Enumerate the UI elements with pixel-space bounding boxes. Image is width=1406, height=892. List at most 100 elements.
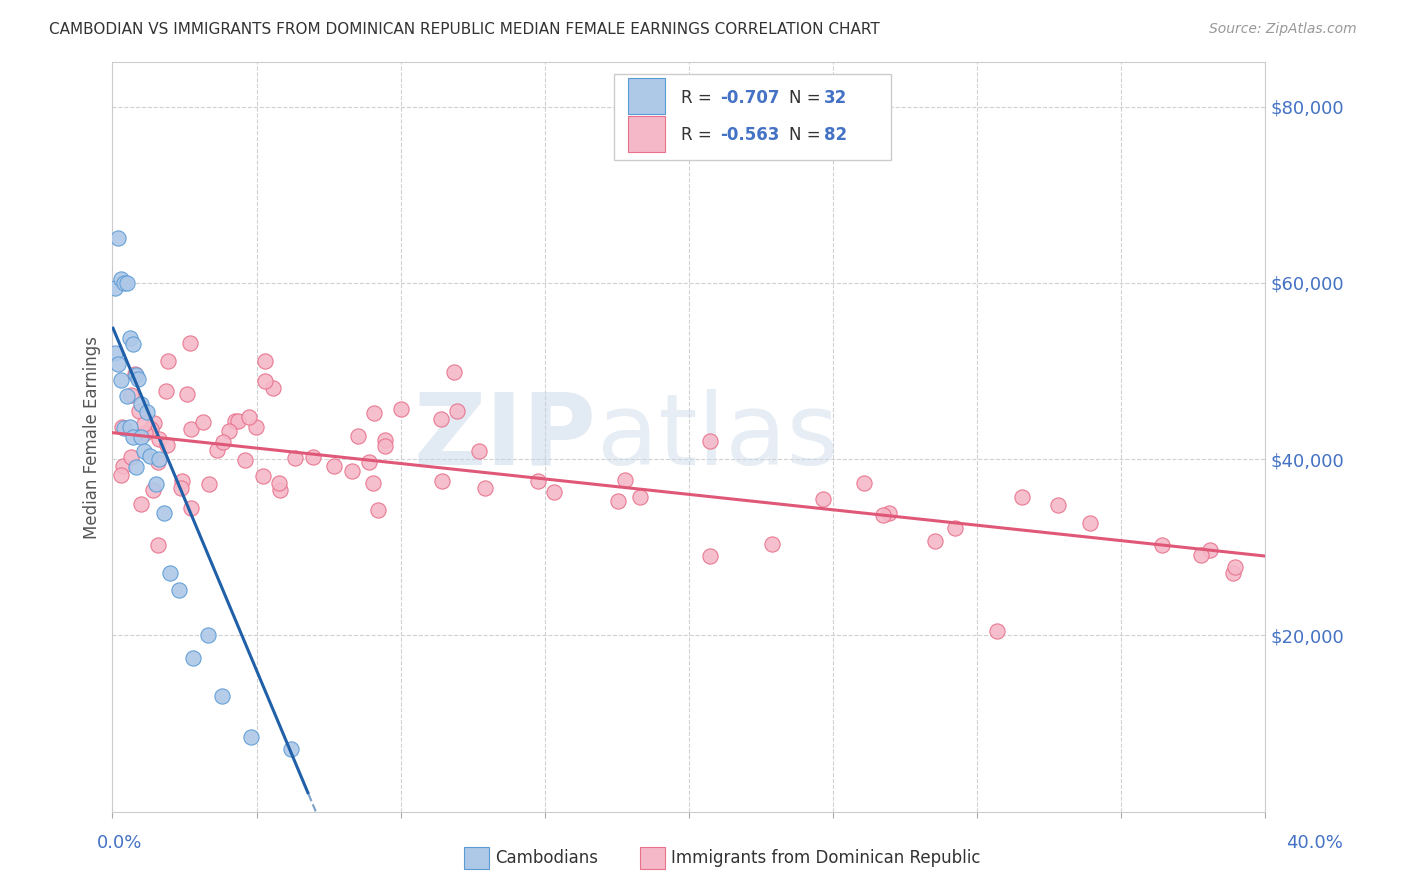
Point: [132, 417, 155, 432]
Point: [134, 425, 156, 440]
Point: [389, 402, 412, 417]
Point: [167, 582, 190, 597]
Point: [474, 481, 496, 495]
Point: [118, 331, 141, 345]
Point: [1199, 543, 1222, 558]
Point: [430, 474, 453, 488]
Point: [129, 430, 153, 444]
Point: [121, 337, 143, 351]
Text: Immigrants from Dominican Republic: Immigrants from Dominican Republic: [671, 849, 980, 867]
Point: [142, 483, 165, 497]
Point: [104, 281, 127, 295]
Text: R =: R =: [681, 126, 717, 145]
Point: [323, 458, 346, 473]
Point: [269, 476, 291, 491]
Point: [811, 491, 834, 506]
Point: [107, 231, 129, 245]
Point: [112, 276, 135, 290]
Point: [233, 452, 256, 467]
Point: [180, 500, 202, 515]
Point: [193, 415, 215, 429]
Point: [110, 373, 132, 387]
Point: [1011, 490, 1033, 504]
Point: [176, 386, 198, 401]
Text: CAMBODIAN VS IMMIGRANTS FROM DOMINICAN REPUBLIC MEDIAN FEMALE EARNINGS CORRELATI: CAMBODIAN VS IMMIGRANTS FROM DOMINICAN R…: [49, 22, 880, 37]
Point: [1222, 566, 1244, 580]
Point: [363, 406, 385, 420]
Point: [112, 459, 135, 474]
Point: [139, 450, 162, 464]
Point: [254, 375, 277, 389]
Point: [761, 537, 783, 551]
Text: N =: N =: [789, 126, 827, 145]
Point: [543, 485, 565, 500]
Point: [205, 443, 228, 458]
Point: [630, 490, 652, 504]
FancyBboxPatch shape: [628, 116, 665, 152]
Point: [136, 405, 159, 419]
Point: [146, 455, 169, 469]
Point: [430, 412, 453, 426]
Text: atlas: atlas: [596, 389, 838, 485]
Point: [269, 483, 291, 497]
Point: [872, 508, 894, 523]
Point: [139, 422, 162, 436]
Point: [1223, 560, 1246, 574]
Point: [252, 469, 274, 483]
Point: [340, 464, 363, 478]
Point: [124, 367, 146, 381]
Point: [613, 473, 636, 487]
Point: [134, 443, 156, 458]
Point: [110, 272, 132, 286]
Point: [115, 276, 138, 290]
Point: [446, 404, 468, 418]
Point: [148, 451, 170, 466]
Point: [121, 430, 143, 444]
Point: [280, 741, 302, 756]
Point: [526, 475, 548, 489]
Point: [262, 381, 284, 395]
Point: [118, 420, 141, 434]
Text: 40.0%: 40.0%: [1286, 834, 1343, 852]
Point: [218, 424, 240, 438]
Point: [197, 627, 219, 641]
Point: [1152, 538, 1174, 552]
Point: [172, 474, 194, 488]
Point: [124, 368, 146, 383]
Point: [943, 520, 966, 534]
Point: [156, 438, 179, 452]
Point: [211, 434, 233, 449]
Point: [346, 429, 368, 443]
Point: [239, 730, 262, 744]
Point: [179, 336, 201, 351]
Point: [359, 455, 381, 469]
Text: Source: ZipAtlas.com: Source: ZipAtlas.com: [1209, 22, 1357, 37]
Point: [148, 432, 170, 446]
Text: ZIP: ZIP: [413, 389, 596, 485]
FancyBboxPatch shape: [628, 78, 665, 114]
Point: [115, 389, 138, 403]
Point: [699, 549, 721, 563]
Point: [443, 366, 465, 380]
Text: 0.0%: 0.0%: [97, 834, 142, 852]
Point: [361, 475, 384, 490]
Point: [284, 450, 307, 465]
Point: [877, 506, 900, 520]
Text: 82: 82: [824, 126, 846, 145]
Point: [104, 345, 127, 359]
Point: [112, 421, 135, 435]
Point: [373, 439, 395, 453]
Point: [226, 414, 249, 428]
Point: [986, 624, 1008, 639]
Point: [224, 414, 246, 428]
Point: [245, 420, 267, 434]
Point: [155, 384, 177, 398]
Text: R =: R =: [681, 88, 717, 107]
Point: [302, 450, 325, 465]
Point: [181, 651, 204, 665]
Text: 32: 32: [824, 88, 846, 107]
Point: [145, 476, 167, 491]
Point: [1189, 548, 1212, 562]
Point: [170, 481, 193, 495]
Point: [124, 460, 146, 475]
